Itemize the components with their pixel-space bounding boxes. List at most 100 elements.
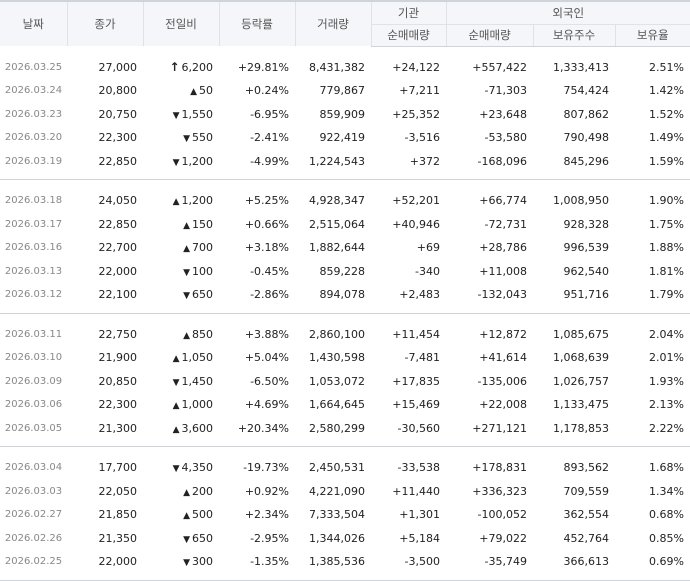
row-volume: 859,909 (319, 107, 366, 121)
row-change: ▲ 3,600 (143, 417, 219, 441)
row-inst-net: -3,500 (404, 555, 440, 569)
row-foreign-hold: 754,424 (563, 84, 610, 98)
row-close: 20,850 (98, 374, 138, 388)
row-date: 2026.03.18 (4, 195, 63, 207)
row-foreign-hold: 845,296 (563, 154, 610, 168)
row-change: ▼ 550 (143, 126, 219, 150)
header-foreign-net: 순매매량 (445, 24, 533, 47)
row-foreign-hold: 1,085,675 (553, 327, 609, 341)
table-row: 2026.03.23 20,750 ▼ 1,550 -6.95% 859,909 +25,3… (0, 103, 690, 127)
table-body: 2026.03.25 27,000 ↑ 6,200 +29.81% 8,431,382 +2… (0, 46, 690, 581)
row-volume: 4,928,347 (309, 194, 365, 208)
table-row: 2026.02.26 21,350 ▼ 650 -2.95% 1,344,026 +5,18… (0, 527, 690, 551)
row-inst-net: -7,481 (404, 351, 440, 365)
row-date: 2026.03.13 (4, 265, 63, 277)
row-foreign-net: +12,872 (479, 327, 527, 341)
row-volume: 894,078 (319, 288, 366, 302)
row-foreign-net: -135,006 (477, 374, 527, 388)
row-inst-net: -3,516 (404, 131, 440, 145)
table-row: 2026.03.11 22,750 ▲ 850 +3.88% 2,860,100 +11,4… (0, 323, 690, 347)
row-foreign-net: +178,831 (472, 461, 527, 475)
row-volume: 1,053,072 (309, 374, 365, 388)
row-change-value: 150 (192, 217, 213, 231)
row-date: 2026.03.12 (4, 289, 63, 301)
row-change: ▼ 650 (143, 527, 219, 551)
row-foreign-net: -35,749 (484, 555, 527, 569)
row-change: ▲ 1,000 (143, 393, 219, 417)
row-volume: 922,419 (319, 131, 366, 145)
row-inst-net: +372 (409, 154, 440, 168)
row-foreign-net: -100,052 (477, 508, 527, 522)
row-foreign-ratio: 1.52% (649, 107, 684, 121)
row-foreign-hold: 1,133,475 (553, 398, 609, 412)
row-foreign-net: +41,614 (479, 351, 527, 365)
row-foreign-hold: 790,498 (563, 131, 610, 145)
table-row: 2026.03.05 21,300 ▲ 3,600 +20.34% 2,580,299 -3… (0, 417, 690, 441)
row-foreign-ratio: 1.90% (649, 194, 684, 208)
row-volume: 2,515,064 (309, 217, 365, 231)
row-change-value: 550 (192, 131, 213, 145)
up-triangle-icon: ▲ (183, 220, 190, 231)
row-foreign-hold: 1,333,413 (553, 60, 609, 74)
row-change: ↑ 6,200 (143, 56, 219, 80)
down-triangle-icon: ▼ (183, 534, 190, 545)
row-volume: 2,860,100 (309, 327, 365, 341)
row-volume: 1,385,536 (309, 555, 365, 569)
row-foreign-net: +557,422 (472, 60, 527, 74)
row-change: ▲ 1,200 (143, 189, 219, 213)
row-rate: -2.86% (250, 288, 289, 302)
row-change: ▲ 700 (143, 236, 219, 260)
row-foreign-ratio: 1.81% (649, 264, 684, 278)
row-date: 2026.03.10 (4, 352, 63, 364)
row-change-value: 1,550 (181, 107, 214, 121)
row-date: 2026.03.04 (4, 462, 63, 474)
up-triangle-icon: ▲ (190, 87, 197, 98)
row-change-value: 6,200 (181, 61, 214, 75)
header-rate: 등락률 (218, 0, 295, 46)
row-inst-net: +1,301 (399, 508, 440, 522)
row-foreign-hold: 1,008,950 (553, 194, 609, 208)
row-foreign-net: -72,731 (484, 217, 527, 231)
row-rate: -0.45% (250, 264, 289, 278)
row-close: 22,300 (98, 131, 138, 145)
row-foreign-ratio: 2.01% (649, 351, 684, 365)
row-date: 2026.03.20 (4, 132, 63, 144)
up-triangle-icon: ▲ (183, 487, 190, 498)
row-change-value: 1,000 (181, 398, 214, 412)
row-foreign-ratio: 0.69% (649, 555, 684, 569)
row-rate: +0.92% (244, 484, 289, 498)
row-change-value: 700 (192, 241, 213, 255)
row-inst-net: +11,440 (392, 484, 440, 498)
table-row: 2026.03.04 17,700 ▼ 4,350 -19.73% 2,450,531 -3… (0, 456, 690, 480)
row-change-value: 650 (192, 288, 213, 302)
row-change: ▲ 1,050 (143, 346, 219, 370)
row-rate: +3.18% (244, 241, 289, 255)
row-volume: 779,867 (319, 84, 366, 98)
row-foreign-ratio: 0.85% (649, 531, 684, 545)
row-close: 21,850 (98, 508, 138, 522)
row-foreign-net: -132,043 (477, 288, 527, 302)
row-change: ▲ 200 (143, 480, 219, 504)
row-close: 17,700 (98, 461, 138, 475)
row-volume: 7,333,504 (309, 508, 365, 522)
row-foreign-ratio: 2.04% (649, 327, 684, 341)
table-row: 2026.03.09 20,850 ▼ 1,450 -6.50% 1,053,072 +17… (0, 370, 690, 394)
row-change: ▲ 50 (143, 79, 219, 103)
table-row: 2026.03.13 22,000 ▼ 100 -0.45% 859,228 -340 +11… (0, 260, 690, 284)
row-date: 2026.03.19 (4, 155, 63, 167)
row-rate: -2.41% (250, 131, 289, 145)
row-change-value: 850 (192, 327, 213, 341)
row-change-value: 500 (192, 508, 213, 522)
down-triangle-icon: ▼ (172, 464, 180, 475)
table-row: 2026.02.27 21,850 ▲ 500 +2.34% 7,333,504 +1,30… (0, 503, 690, 527)
header-volume: 거래량 (294, 0, 371, 46)
row-rate: -1.35% (250, 555, 289, 569)
header-change: 전일비 (142, 0, 219, 46)
row-foreign-net: -53,580 (484, 131, 527, 145)
row-rate: -6.50% (250, 374, 289, 388)
down-triangle-icon: ▼ (172, 110, 180, 121)
row-foreign-ratio: 1.34% (649, 484, 684, 498)
down-triangle-icon: ▼ (183, 558, 190, 569)
row-foreign-net: +22,008 (479, 398, 527, 412)
row-foreign-hold: 362,554 (563, 508, 610, 522)
